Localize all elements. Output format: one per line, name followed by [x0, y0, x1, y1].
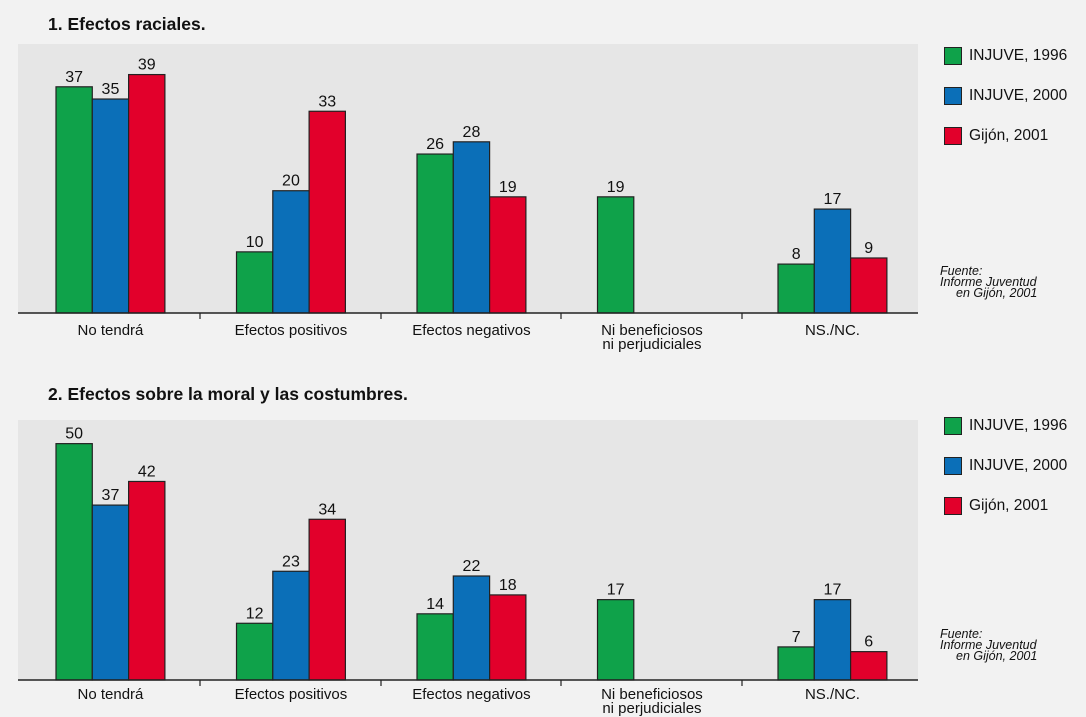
legend-label: Gijón, 2001	[969, 497, 1049, 514]
data-label: 39	[138, 57, 156, 74]
bar-injuve-1996-4	[596, 196, 635, 314]
data-label: 17	[824, 191, 842, 208]
bar-injuve-2000-3	[452, 575, 491, 681]
bar-injuve-1996-4	[596, 599, 635, 681]
source-note: Fuente: Informe Juventud en Gijón, 2001	[940, 627, 1060, 663]
legend-swatch-gijon-2001	[944, 127, 962, 145]
source-line: Informe Juventud	[940, 638, 1037, 652]
data-label: 34	[318, 501, 336, 518]
bar-injuve-2000-1	[91, 504, 130, 681]
data-label: 35	[102, 81, 120, 98]
data-label: 19	[607, 179, 625, 196]
legend: INJUVE, 1996 INJUVE, 2000 Gijón, 2001	[944, 415, 1067, 535]
category-label: Ni beneficiosos	[601, 686, 703, 703]
legend-swatch-gijon-2001	[944, 497, 962, 515]
category-label: No tendrá	[78, 322, 145, 339]
category-label: NS./NC.	[805, 322, 860, 339]
bar-gijon-2001-2	[308, 518, 347, 681]
category-label: ni perjudiciales	[602, 336, 701, 353]
bar-injuve-2000-5	[813, 208, 852, 314]
data-label: 33	[318, 93, 336, 110]
data-label: 23	[282, 553, 300, 570]
bar-injuve-1996-1	[55, 443, 93, 681]
legend-label: INJUVE, 2000	[969, 457, 1068, 474]
source-line: Informe Juventud	[940, 275, 1037, 289]
bar-injuve-2000-2	[272, 570, 310, 681]
data-label: 17	[607, 582, 625, 599]
bar-injuve-1996-2	[235, 251, 274, 314]
data-label: 28	[463, 124, 481, 141]
chart-title: 1. Efectos raciales.	[48, 14, 206, 34]
bar-chart-1: 37 10 26 19 8 35 20 28 17 39 33 19 9 No tendrá Efectos…	[18, 44, 918, 353]
legend-swatch-injuve-2000	[944, 87, 962, 105]
category-label: NS./NC.	[805, 686, 860, 703]
legend-item-injuve-2000: INJUVE, 2000	[944, 85, 1067, 125]
legend-item-gijon-2001: Gijón, 2001	[944, 495, 1067, 535]
data-label: 9	[864, 240, 873, 257]
bar-injuve-2000-2	[272, 190, 310, 314]
data-label: 26	[426, 136, 444, 153]
legend-swatch-injuve-1996	[944, 417, 962, 435]
bar-gijon-2001-3	[489, 594, 527, 681]
data-label: 14	[426, 596, 444, 613]
legend-label: INJUVE, 1996	[969, 47, 1068, 64]
data-label: 18	[499, 577, 517, 594]
data-label: 37	[65, 69, 83, 86]
data-label: 8	[792, 246, 801, 263]
bar-gijon-2001-2	[308, 110, 347, 314]
chart-panel-2: 2. Efectos sobre la moral y las costumbr…	[0, 370, 1086, 717]
source-line: en Gijón, 2001	[956, 649, 1038, 663]
data-label: 6	[864, 634, 873, 651]
bar-gijon-2001-1	[128, 73, 166, 314]
bar-injuve-1996-3	[416, 613, 454, 681]
bar-gijon-2001-5	[849, 257, 888, 314]
bar-injuve-1996-5	[777, 646, 815, 681]
bar-chart-2: 50 12 14 17 7 37 23 22 17 42 34 18 6 No tendrá Efectos…	[18, 420, 918, 717]
bar-gijon-2001-5	[849, 651, 888, 681]
category-label: Efectos negativos	[412, 686, 530, 703]
category-label: No tendrá	[78, 686, 145, 703]
legend-swatch-injuve-2000	[944, 457, 962, 475]
category-label: Ni beneficiosos	[601, 322, 703, 339]
legend-item-gijon-2001: Gijón, 2001	[944, 125, 1067, 165]
data-label: 10	[246, 234, 264, 251]
legend-item-injuve-2000: INJUVE, 2000	[944, 455, 1067, 495]
chart-panel-1: 1. Efectos raciales. 37 10 26 19 8 35 20 28 17 39…	[18, 14, 1067, 353]
data-label: 19	[499, 179, 517, 196]
source-note: Fuente: Informe Juventud en Gijón, 2001	[940, 264, 1060, 300]
category-label: Efectos positivos	[235, 686, 348, 703]
legend-item-injuve-1996: INJUVE, 1996	[944, 45, 1067, 85]
bar-gijon-2001-3	[489, 196, 527, 314]
source-line: Fuente:	[940, 627, 983, 641]
data-label: 42	[138, 463, 156, 480]
bar-injuve-2000-3	[452, 141, 491, 314]
chart-title: 2. Efectos sobre la moral y las costumbr…	[48, 384, 408, 404]
bar-injuve-1996-1	[55, 86, 93, 314]
bar-injuve-1996-5	[777, 263, 815, 314]
data-label: 12	[246, 605, 264, 622]
legend: INJUVE, 1996 INJUVE, 2000 Gijón, 2001	[944, 45, 1067, 165]
data-label: 7	[792, 629, 801, 646]
legend-item-injuve-1996: INJUVE, 1996	[944, 415, 1067, 455]
bar-injuve-2000-1	[91, 98, 130, 314]
category-label: ni perjudiciales	[602, 700, 701, 717]
source-line: Fuente:	[940, 264, 983, 278]
legend-swatch-injuve-1996	[944, 47, 962, 65]
legend-label: INJUVE, 2000	[969, 87, 1068, 104]
data-label: 50	[65, 426, 83, 443]
data-label: 20	[282, 173, 300, 190]
bar-injuve-2000-5	[813, 599, 852, 681]
bar-gijon-2001-1	[128, 480, 166, 681]
category-label: Efectos positivos	[235, 322, 348, 339]
bar-injuve-1996-2	[235, 622, 274, 681]
data-label: 22	[463, 558, 481, 575]
bar-injuve-1996-3	[416, 153, 454, 314]
data-label: 37	[102, 487, 120, 504]
legend-label: Gijón, 2001	[969, 127, 1049, 144]
legend-label: INJUVE, 1996	[969, 417, 1068, 434]
source-line: en Gijón, 2001	[956, 286, 1038, 300]
data-label: 17	[824, 582, 842, 599]
category-label: Efectos negativos	[412, 322, 530, 339]
